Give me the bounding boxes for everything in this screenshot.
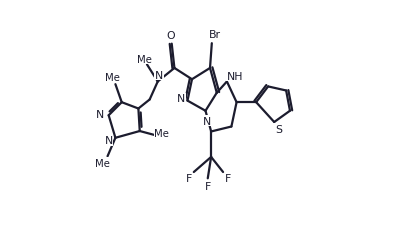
Text: F: F: [204, 181, 211, 191]
Text: N: N: [96, 110, 104, 120]
Text: Me: Me: [95, 158, 110, 168]
Text: Me: Me: [154, 128, 168, 138]
Text: S: S: [274, 124, 281, 134]
Text: O: O: [166, 30, 174, 40]
Text: N: N: [154, 70, 162, 80]
Text: N: N: [176, 94, 185, 104]
Text: F: F: [224, 174, 231, 183]
Text: Br: Br: [209, 30, 221, 40]
Text: Me: Me: [104, 73, 119, 83]
Text: Me: Me: [137, 54, 152, 64]
Text: N: N: [104, 136, 113, 145]
Text: NH: NH: [226, 72, 243, 81]
Text: F: F: [185, 174, 192, 183]
Text: N: N: [202, 116, 210, 126]
